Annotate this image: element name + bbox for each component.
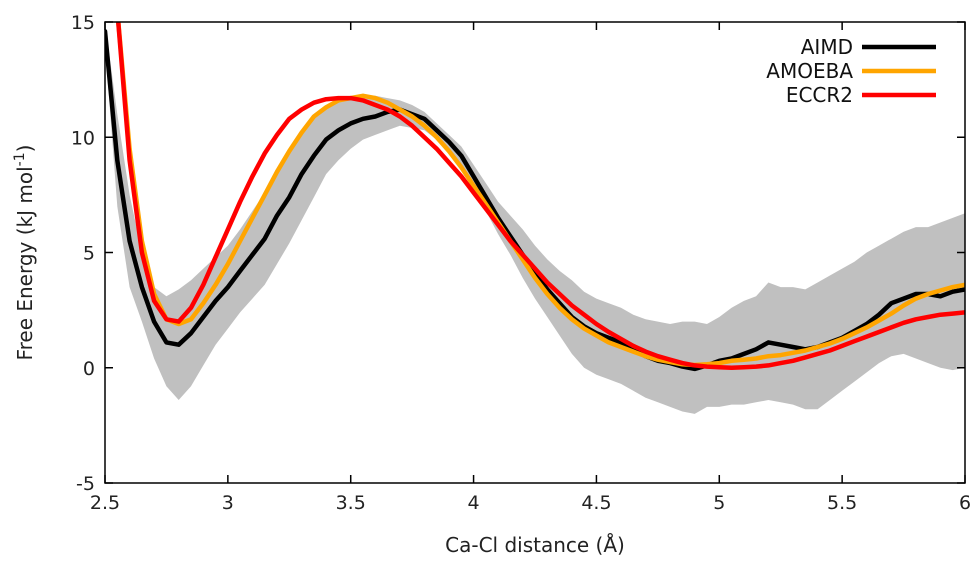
y-axis-title-superscript: -1 bbox=[12, 152, 28, 166]
y-axis-title-close: ) bbox=[13, 145, 37, 153]
aimd-uncertainty-band-layer bbox=[105, 22, 965, 414]
y-tick-label: 15 bbox=[71, 12, 95, 34]
x-axis-title: Ca-Cl distance (Å) bbox=[445, 533, 625, 557]
y-axis-title: Free Energy (kJ mol-1) bbox=[12, 145, 37, 361]
series-layer bbox=[105, 22, 965, 372]
y-tick-label: -5 bbox=[76, 473, 95, 495]
x-tick-label: 4.5 bbox=[581, 492, 611, 514]
y-tick-label: 5 bbox=[83, 243, 95, 265]
x-tick-label: 5.5 bbox=[827, 492, 857, 514]
y-tick-labels: -5 0 5 10 15 bbox=[71, 12, 95, 495]
series-line-amoeba bbox=[116, 22, 965, 368]
x-tick-label: 6 bbox=[959, 492, 971, 514]
series-line-eccr2 bbox=[115, 22, 965, 371]
x-tick-label: 5 bbox=[713, 492, 725, 514]
x-tick-label: 3 bbox=[222, 492, 234, 514]
legend-label-eccr2: ECCR2 bbox=[786, 83, 853, 107]
x-tick-label: 4 bbox=[468, 492, 480, 514]
y-axis-title-main: Free Energy (kJ mol bbox=[13, 166, 37, 360]
y-tick-label: 10 bbox=[71, 127, 95, 149]
ticks-layer bbox=[104, 21, 966, 484]
y-tick-label: 0 bbox=[83, 358, 95, 380]
legend-label-aimd: AIMD bbox=[801, 35, 853, 59]
x-tick-label: 2.5 bbox=[90, 492, 120, 514]
x-tick-labels: 2.5 3 3.5 4 4.5 5 5.5 6 bbox=[90, 492, 971, 514]
legend-label-amoeba: AMOEBA bbox=[766, 59, 853, 83]
aimd-uncertainty-band bbox=[105, 22, 965, 414]
x-tick-label: 3.5 bbox=[336, 492, 366, 514]
